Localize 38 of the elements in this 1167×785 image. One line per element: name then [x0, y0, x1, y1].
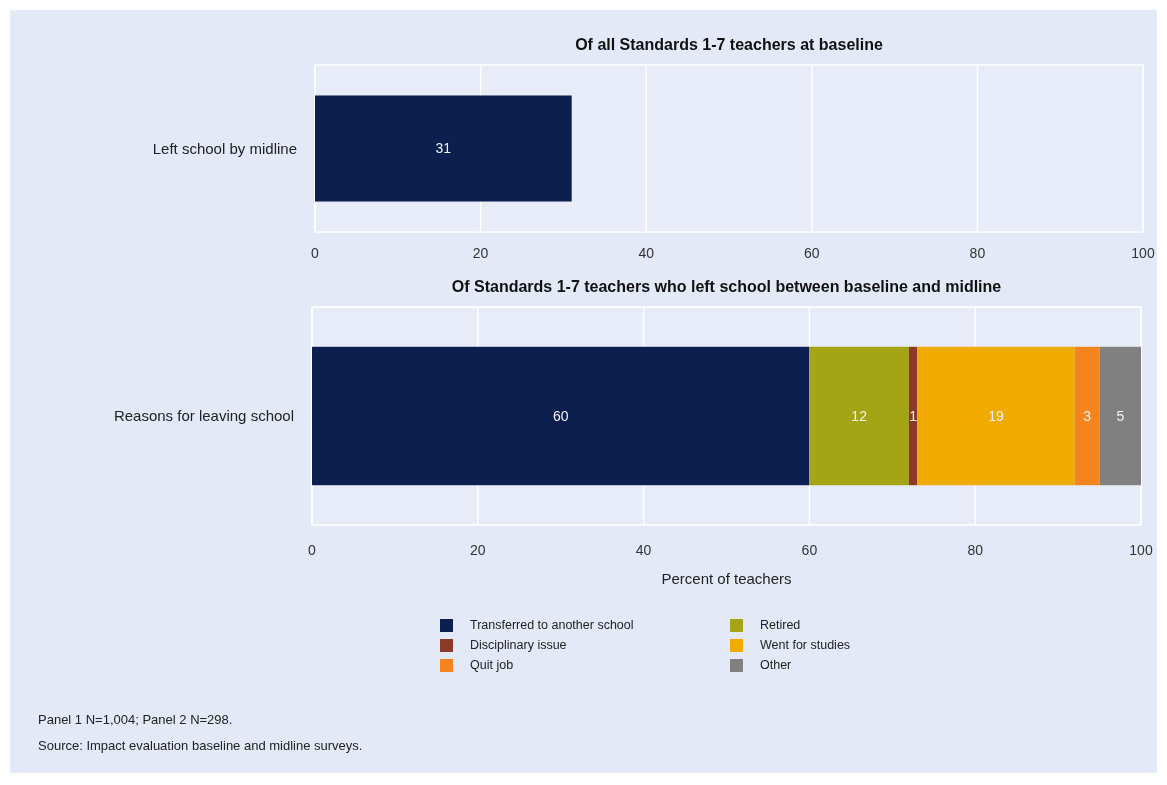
x-tick-label: 20 [472, 245, 489, 261]
legend-label: Quit job [470, 658, 514, 673]
chart-title: Of Standards 1-7 teachers who left school between baseline and midline [451, 278, 1002, 295]
x-axis-title: Percent of teachers [661, 570, 792, 587]
x-tick-label: 20 [470, 542, 486, 558]
data-label: 31 [435, 140, 452, 157]
data-label: 19 [988, 407, 1004, 424]
legend-label: Went for studies [760, 638, 851, 653]
x-tick-label: 60 [804, 245, 820, 261]
source-note: Source: Impact evaluation baseline and midline surveys. [38, 738, 363, 753]
x-tick-label: 40 [635, 542, 652, 558]
x-tick-label: 100 [1129, 542, 1153, 558]
bar [908, 346, 918, 486]
y-tick-label: Reasons for leaving school [113, 407, 294, 425]
x-tick-label: 80 [969, 245, 986, 261]
bar [917, 346, 1075, 486]
data-label: 5 [1116, 407, 1125, 424]
x-tick-label: 40 [638, 245, 655, 261]
data-label: 12 [851, 407, 868, 424]
x-tick-label: 100 [1131, 245, 1155, 261]
legend-label: Transferred to another school [470, 618, 634, 633]
x-tick-label: 0 [308, 542, 317, 558]
bar [809, 346, 909, 486]
y-tick-label: Left school by midline [152, 139, 297, 157]
data-label: 60 [552, 407, 569, 424]
x-tick-label: 80 [967, 542, 984, 558]
bar [1074, 346, 1100, 486]
text: Panel 1 N=1,004; Panel 2 N=298. [38, 712, 233, 727]
data-label: 1 [909, 407, 918, 424]
bar [312, 346, 810, 486]
legend-label: Disciplinary issue [470, 638, 567, 653]
x-tick-label: 0 [311, 245, 320, 261]
x-tick-label: 60 [801, 542, 818, 558]
bar [1099, 346, 1141, 486]
legend-label: Retired [760, 618, 801, 633]
chart-title: Of all Standards 1-7 teachers at baseline [575, 36, 883, 53]
legend-label: Other [760, 658, 792, 673]
data-label: 3 [1083, 407, 1092, 424]
